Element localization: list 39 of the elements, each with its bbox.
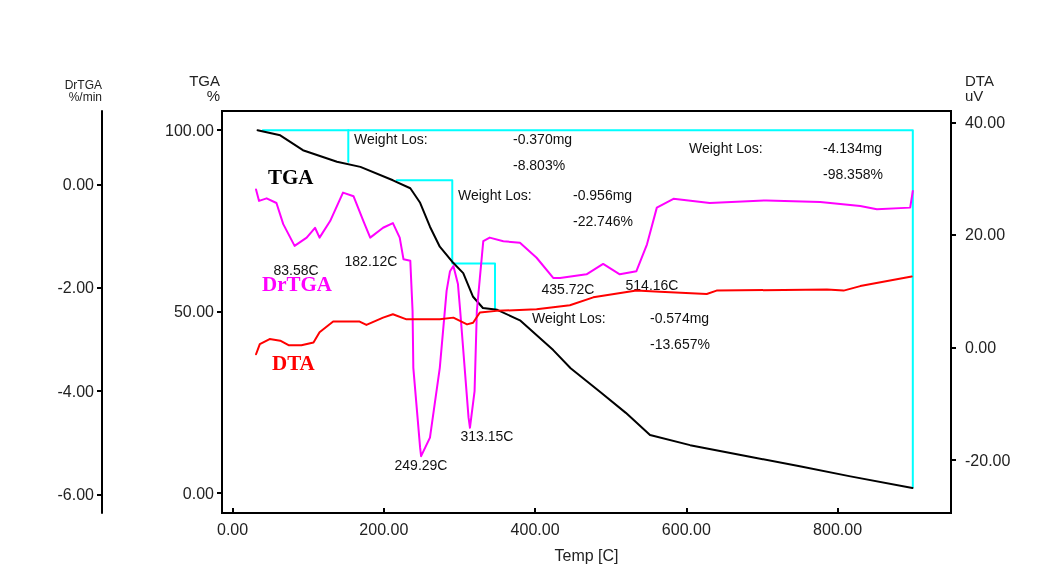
x-tick-label: 200.00 <box>359 520 409 538</box>
y3-axis-title: DrTGA %/min <box>64 78 102 104</box>
annotation: -8.803% <box>513 157 566 173</box>
series-label: DTA <box>272 350 316 375</box>
y-axis-title: TGA % <box>189 72 220 104</box>
annotation: Weight Los: <box>689 140 763 156</box>
annotation: -0.574mg <box>650 310 710 326</box>
series-label: TGA <box>268 164 315 189</box>
y3-tick-label: -4.00 <box>57 382 95 400</box>
annotation: -13.657% <box>650 336 710 352</box>
x-tick-label: 0.00 <box>217 520 249 538</box>
annotation: -98.358% <box>823 166 883 182</box>
annotation: 435.72C <box>541 281 595 297</box>
y2-axis-title: DTA uV <box>965 72 994 104</box>
y3-tick-label: -2.00 <box>57 279 95 297</box>
annotation: -0.370mg <box>513 131 573 147</box>
annotation: -0.956mg <box>573 187 633 203</box>
x-tick-label: 800.00 <box>813 520 863 538</box>
annotation: -22.746% <box>573 213 633 229</box>
annotation: 182.12C <box>344 253 398 269</box>
y-tick-label: 0.00 <box>182 484 215 502</box>
x-tick-label: 400.00 <box>510 520 560 538</box>
y2-tick-label: 40.00 <box>965 113 1006 131</box>
annotation: Weight Los: <box>532 310 606 326</box>
y-tick-label: 100.00 <box>165 121 215 139</box>
x-tick-label: 600.00 <box>661 520 711 538</box>
y2-tick-label: 20.00 <box>965 226 1006 244</box>
annotation: 313.15C <box>460 428 514 444</box>
y2-tick-label: -20.00 <box>965 451 1011 469</box>
x-axis-title: Temp [C] <box>554 546 619 564</box>
annotation: 514.16C <box>625 277 679 293</box>
annotation: Weight Los: <box>458 187 532 203</box>
annotation: -4.134mg <box>823 140 883 156</box>
y3-tick-label: 0.00 <box>62 175 95 193</box>
annotation: 249.29C <box>394 457 448 473</box>
annotation: Weight Los: <box>354 131 428 147</box>
y2-tick-label: 0.00 <box>965 338 997 356</box>
y-tick-label: 50.00 <box>173 303 215 321</box>
y3-tick-label: -6.00 <box>57 485 95 503</box>
